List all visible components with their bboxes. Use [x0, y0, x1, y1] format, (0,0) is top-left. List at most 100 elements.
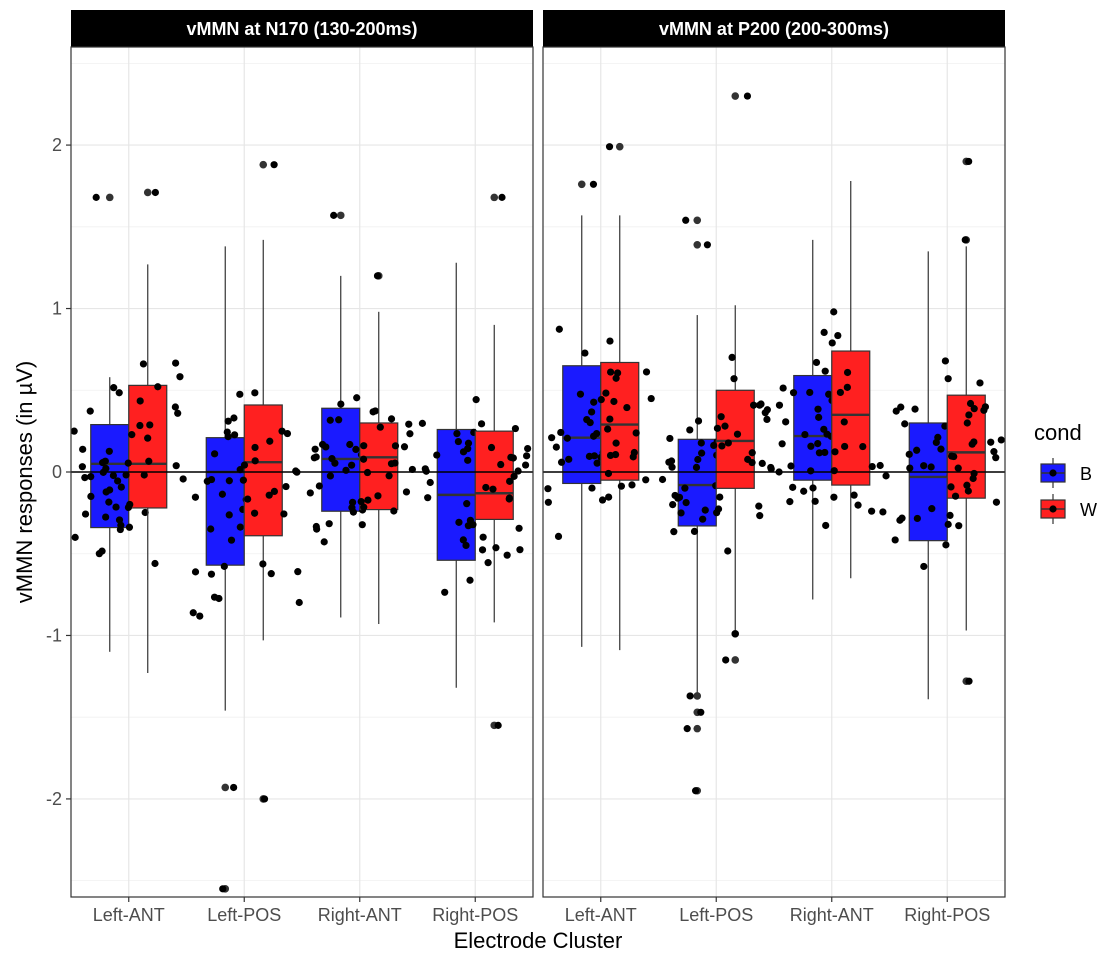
- data-point: [590, 452, 598, 460]
- outlier-point: [143, 188, 152, 197]
- data-point: [326, 472, 334, 480]
- data-point: [647, 394, 655, 403]
- data-point: [311, 445, 319, 453]
- outlier-point: [731, 656, 740, 664]
- data-point: [612, 439, 620, 447]
- data-point: [330, 211, 338, 219]
- data-point: [251, 457, 259, 465]
- box-right-ant-w: [342, 311, 416, 625]
- data-point: [748, 458, 756, 467]
- box-right-pos-b: [418, 262, 496, 688]
- data-point: [312, 522, 320, 531]
- data-point: [820, 328, 828, 337]
- data-point: [718, 442, 726, 450]
- data-point: [479, 533, 487, 541]
- data-point: [686, 426, 694, 434]
- data-point: [697, 439, 705, 447]
- data-point: [369, 408, 377, 416]
- data-point: [681, 484, 689, 492]
- data-point: [464, 439, 473, 447]
- data-point: [92, 193, 100, 201]
- data-point: [713, 424, 722, 432]
- box-iqr: [908, 422, 948, 542]
- data-point: [843, 368, 852, 377]
- data-point: [597, 396, 605, 404]
- data-point: [733, 430, 742, 438]
- data-point: [588, 408, 596, 416]
- data-point: [682, 216, 690, 224]
- facet-strip: [71, 10, 533, 47]
- data-point: [607, 368, 615, 376]
- panel-border: [542, 46, 1006, 898]
- data-point: [868, 462, 876, 471]
- data-point: [965, 411, 973, 419]
- outlier-point: [105, 193, 114, 202]
- data-point: [604, 469, 613, 478]
- data-point: [544, 498, 552, 506]
- data-point: [778, 440, 786, 448]
- data-point: [477, 420, 486, 428]
- data-point: [557, 428, 565, 437]
- data-point: [498, 193, 506, 201]
- data-point: [325, 520, 333, 528]
- data-point: [822, 521, 830, 530]
- data-point: [868, 507, 876, 515]
- data-point: [698, 449, 706, 457]
- data-point: [670, 528, 678, 536]
- data-point: [830, 493, 838, 501]
- data-point: [831, 448, 839, 456]
- data-point: [814, 439, 822, 448]
- data-point: [251, 389, 259, 397]
- data-point: [171, 403, 179, 411]
- jitter-points: [454, 396, 532, 559]
- data-point: [970, 405, 978, 413]
- data-point: [854, 501, 862, 509]
- data-point: [911, 405, 919, 413]
- data-point: [750, 401, 758, 409]
- legend: cond BW: [1034, 420, 1097, 524]
- y-tick-label: 1: [52, 299, 62, 319]
- data-point: [81, 473, 89, 482]
- box-iqr: [243, 404, 283, 537]
- data-point: [987, 438, 995, 446]
- data-point: [230, 414, 238, 422]
- data-point: [124, 459, 132, 467]
- data-point: [306, 489, 314, 497]
- data-point: [509, 454, 517, 462]
- x-tick-label: Left-ANT: [565, 905, 637, 925]
- data-point: [373, 272, 382, 280]
- data-point: [937, 445, 945, 453]
- data-point: [453, 429, 461, 438]
- data-point: [683, 725, 691, 733]
- data-point: [455, 518, 463, 526]
- data-point: [756, 512, 764, 520]
- data-point: [830, 308, 838, 316]
- data-point: [462, 541, 470, 550]
- jitter-points: [223, 389, 303, 607]
- facet-strip: [543, 10, 1005, 47]
- x-tick-label: Right-POS: [904, 905, 990, 925]
- data-point: [628, 481, 636, 489]
- data-point: [722, 656, 730, 664]
- data-point: [801, 430, 809, 439]
- data-point: [251, 443, 259, 452]
- data-point: [782, 418, 790, 426]
- data-point: [400, 443, 409, 451]
- data-point: [278, 427, 286, 435]
- data-point: [669, 501, 677, 509]
- data-point: [807, 442, 815, 450]
- data-point: [227, 536, 236, 544]
- data-point: [282, 482, 290, 491]
- data-point: [469, 521, 477, 529]
- data-point: [514, 467, 522, 475]
- data-point: [454, 437, 462, 446]
- legend-label: W: [1080, 500, 1097, 520]
- data-point: [642, 368, 651, 376]
- data-point: [146, 421, 154, 429]
- box-left-ant-w: [588, 215, 655, 651]
- data-point: [891, 536, 899, 544]
- data-point: [906, 464, 914, 472]
- data-point: [81, 510, 90, 518]
- data-point: [879, 508, 887, 516]
- data-point: [859, 442, 867, 451]
